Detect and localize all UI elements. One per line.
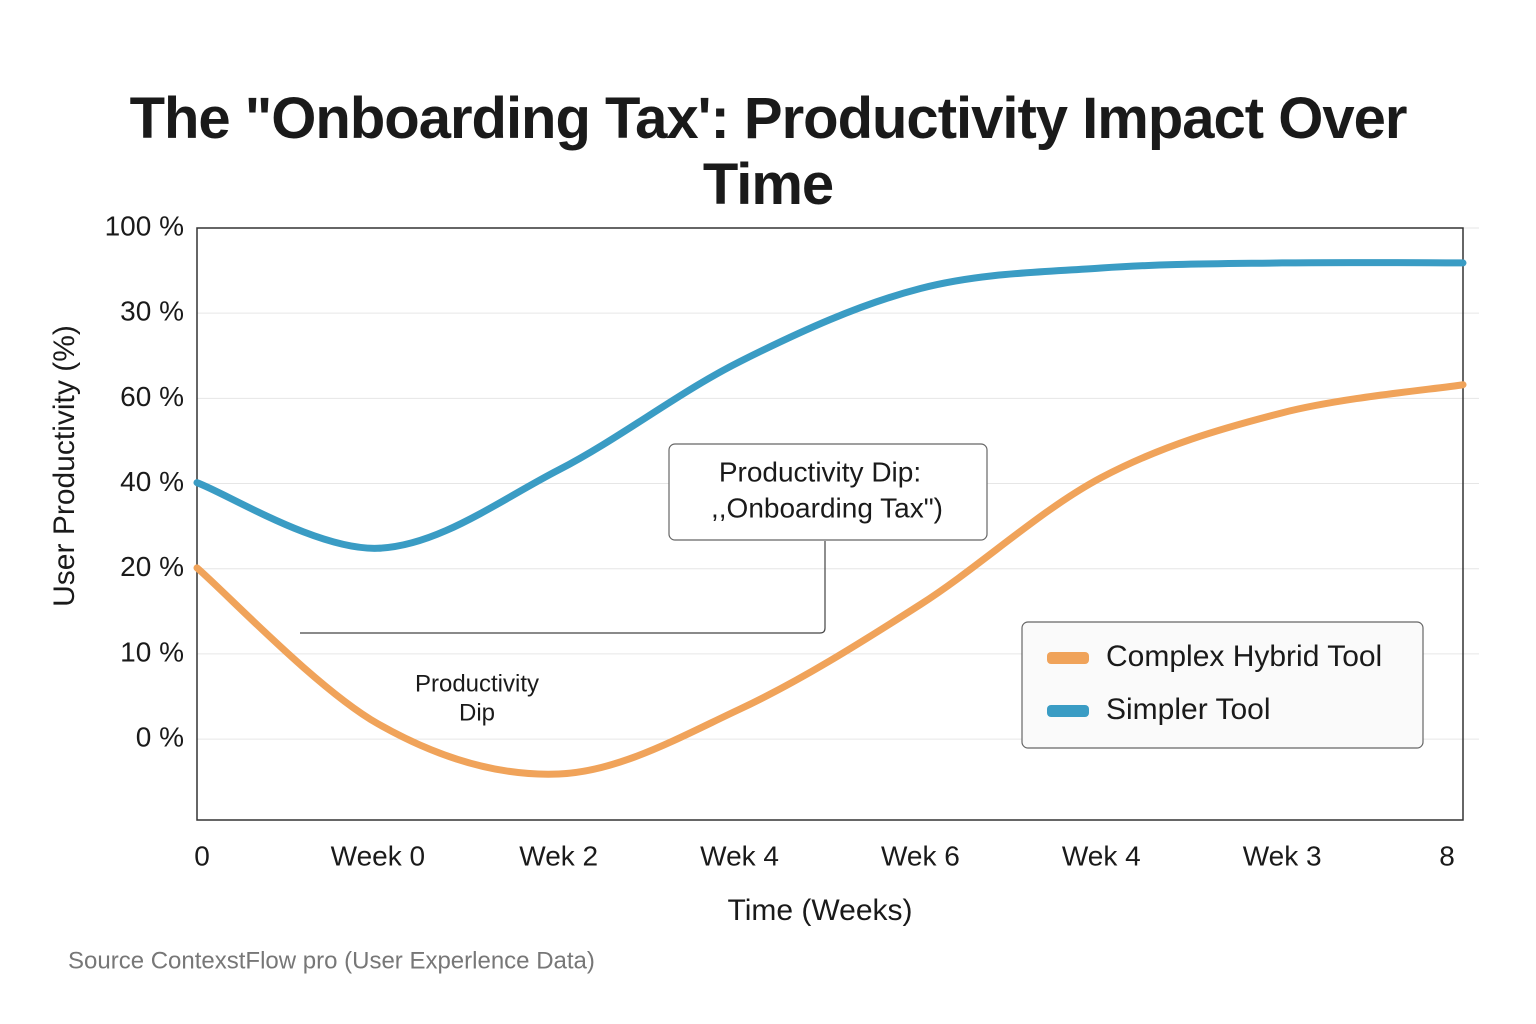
x-tick-label: Wek 4: [700, 840, 779, 871]
callout-connector: [300, 541, 826, 634]
plot-frame: [196, 227, 1464, 821]
x-tick-label: Week 0: [331, 840, 425, 871]
legend-label: Simpler Tool: [1106, 693, 1271, 726]
legend-swatch: [1047, 705, 1089, 717]
y-tick-label: 100 %: [105, 210, 184, 241]
x-tick-label: Wek 3: [1243, 840, 1322, 871]
y-tick-label: 20 %: [120, 551, 184, 582]
callout-text: ,,Onboarding Tax"): [711, 492, 943, 523]
x-tick-label: Wek 6: [881, 840, 960, 871]
y-tick-label: 0 %: [136, 721, 184, 752]
callout-box: [668, 443, 988, 541]
x-tick-label: 0: [194, 840, 210, 871]
y-tick-label: 10 %: [120, 636, 184, 667]
callout-text: Productivity Dip:: [719, 456, 921, 487]
source: Source ContexstFlow pro (User Experlence…: [68, 947, 595, 974]
series-line: [193, 259, 1467, 552]
legend-label: Complex Hybrid Tool: [1106, 640, 1382, 673]
x-tick-label: Wek 2: [519, 840, 598, 871]
legend-swatch: [1047, 652, 1089, 664]
chart-title: The "Onboarding Tax': Productivity Impac…: [129, 86, 1408, 217]
series-line: [193, 381, 1467, 778]
y-tick-label: 30 %: [120, 296, 184, 327]
x-tick-label: 8: [1439, 840, 1455, 871]
x-tick-label: Wek 4: [1062, 840, 1141, 871]
y-tick-label: 40 %: [120, 466, 184, 497]
y-tick-label: 60 %: [120, 381, 184, 412]
dip-label: Dip: [459, 699, 495, 726]
legend-box: [1021, 621, 1424, 749]
dip-label: Productivity: [415, 670, 539, 697]
y-axis-label: User Productivity (%): [48, 325, 81, 607]
x-axis-label: Time (Weeks): [727, 894, 912, 927]
